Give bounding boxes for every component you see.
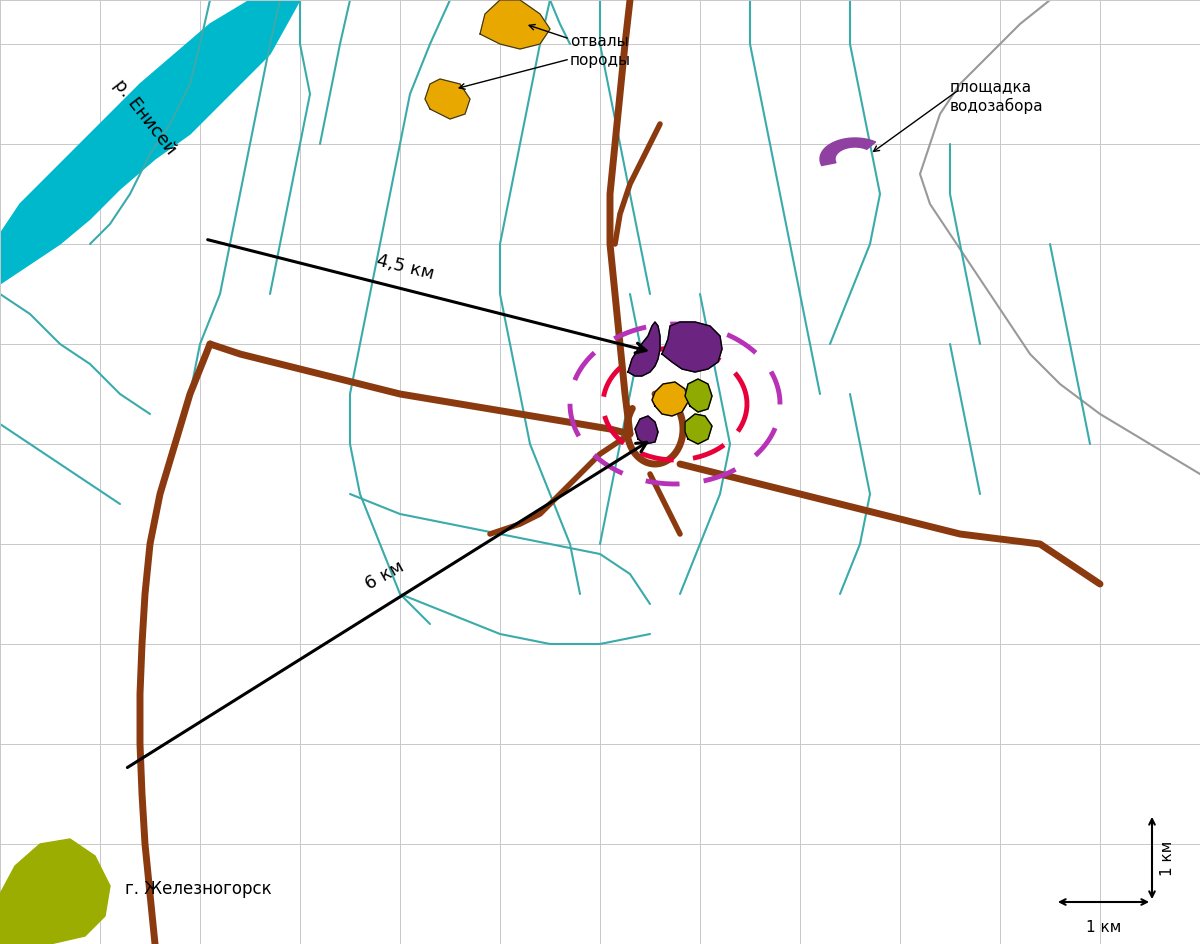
Text: 6 км: 6 км: [362, 557, 408, 593]
Polygon shape: [652, 382, 688, 416]
Text: 1 км: 1 км: [1160, 840, 1175, 876]
Polygon shape: [480, 0, 550, 49]
Polygon shape: [662, 322, 722, 372]
Text: площадка
водозабора: площадка водозабора: [950, 79, 1044, 114]
Text: 4,5 км: 4,5 км: [374, 251, 436, 283]
Polygon shape: [685, 414, 712, 444]
Polygon shape: [635, 416, 658, 444]
Text: р. Енисей: р. Енисей: [110, 76, 180, 158]
Text: 1 км: 1 км: [1086, 920, 1121, 935]
Text: г. Железногорск: г. Железногорск: [125, 880, 271, 898]
Polygon shape: [685, 379, 712, 412]
Polygon shape: [0, 0, 300, 284]
Polygon shape: [820, 138, 876, 165]
Text: отвалы
породы: отвалы породы: [570, 34, 631, 68]
Polygon shape: [628, 322, 660, 376]
Polygon shape: [0, 839, 110, 944]
Polygon shape: [425, 79, 470, 119]
